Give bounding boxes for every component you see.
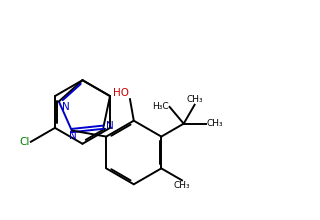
- Text: CH₃: CH₃: [186, 95, 203, 104]
- Text: CH₃: CH₃: [174, 181, 190, 190]
- Text: HO: HO: [113, 88, 129, 98]
- Text: H₃C: H₃C: [152, 103, 169, 111]
- Text: Cl: Cl: [20, 137, 30, 147]
- Text: N: N: [62, 103, 69, 112]
- Text: CH₃: CH₃: [206, 119, 223, 128]
- Text: N: N: [69, 130, 77, 141]
- Text: N: N: [107, 121, 114, 131]
